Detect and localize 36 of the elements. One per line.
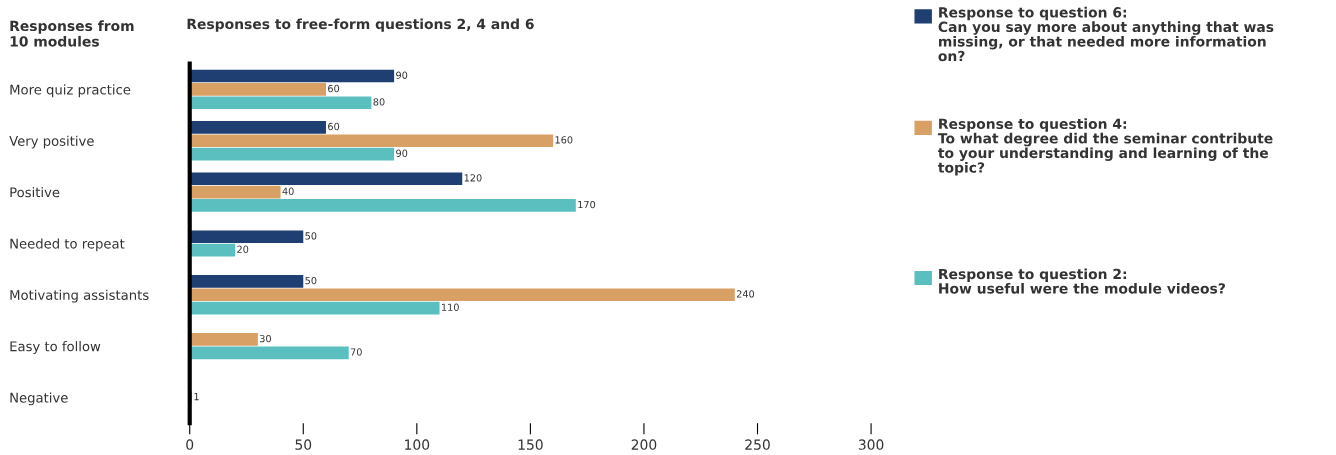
- data-label: 160: [555, 136, 573, 144]
- y-tick-label: Negative: [10, 392, 68, 406]
- data-label: 60: [328, 84, 340, 93]
- y-tick-label: Positive: [10, 187, 60, 198]
- data-label: 80: [373, 98, 385, 106]
- x-tick-label: 50: [295, 439, 312, 450]
- y-axis-title: Responses from 10 modules: [10, 20, 134, 47]
- chart-title: Responses to free-form questions 2, 4 and 6: [187, 18, 534, 32]
- x-tick-label: 200: [631, 439, 657, 450]
- data-label: 120: [464, 174, 482, 182]
- data-label: 40: [282, 187, 294, 195]
- x-tick-label: 100: [405, 439, 430, 450]
- x-tick-label: 150: [518, 439, 543, 450]
- x-tick-label: 250: [745, 439, 770, 450]
- data-label: 170: [578, 200, 596, 209]
- data-label: 110: [442, 303, 459, 311]
- legend-label: Response to question 4: To what degree did the seminar contribute to your understanding and learning of the topic?: [937, 118, 1273, 176]
- y-tick-label: More quiz practice: [10, 84, 131, 98]
- data-label: 90: [396, 71, 408, 79]
- legend-label: Response to question 6: Can you say more about anything that was missing, or that needed more information on?: [938, 6, 1274, 62]
- data-label: 60: [328, 122, 340, 131]
- data-label: 50: [305, 276, 317, 285]
- y-tick-label: Motivating assistants: [10, 289, 149, 303]
- data-label: 20: [237, 245, 249, 253]
- x-tick-label: 0: [186, 439, 194, 450]
- data-label: 50: [305, 232, 317, 240]
- y-tick-label: Easy to follow: [10, 341, 101, 354]
- legend-label: Response to question 2: How useful were the module videos?: [939, 268, 1225, 294]
- y-tick-label: Very positive: [9, 135, 94, 149]
- data-label: 1: [194, 393, 199, 401]
- data-label: 30: [259, 334, 271, 343]
- data-label: 90: [396, 149, 408, 157]
- y-tick-label: Needed to repeat: [10, 238, 125, 252]
- data-label: 240: [736, 290, 755, 298]
- data-label: 70: [350, 348, 362, 356]
- x-tick-label: 300: [858, 439, 884, 450]
